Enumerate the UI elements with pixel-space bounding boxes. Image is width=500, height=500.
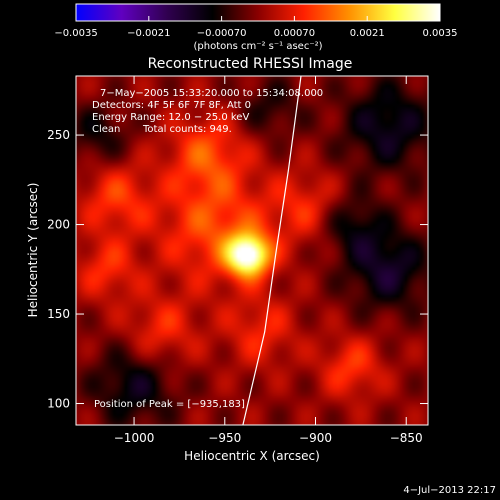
- y-tick-label: 150: [47, 307, 70, 321]
- colorbar: [75, 3, 441, 22]
- axis-ticks: −1000 −950 −900 −850 100 150 200 250: [47, 76, 428, 445]
- colorbar-tick-label: 0.00070: [274, 28, 315, 39]
- colorbar-ticks: −0.0035 −0.0021 −0.00070 0.00070 0.0021 0.003…: [54, 16, 458, 39]
- colorbar-tick-label: −0.0021: [127, 28, 170, 39]
- y-axis-label: Heliocentric Y (arcsec): [26, 183, 40, 318]
- annotation-total-counts: Total counts: 949.: [142, 124, 232, 135]
- x-tick-label: −900: [299, 431, 332, 445]
- annotation-time-range: 7−May−2005 15:33:20.000 to 15:34:08.000: [100, 88, 323, 99]
- render-timestamp: 4−Jul−2013 22:17: [403, 485, 496, 496]
- x-tick-label: −950: [208, 431, 241, 445]
- annotation-detectors: Detectors: 4F 5F 6F 7F 8F, Att 0: [92, 100, 251, 111]
- plot-frame: [75, 75, 429, 426]
- colorbar-tick-label: −0.00070: [197, 28, 247, 39]
- annotation-clean: Clean: [92, 124, 120, 135]
- colorbar-tick-label: 0.0021: [350, 28, 385, 39]
- heatmap-image: [76, 76, 428, 425]
- y-tick-label: 100: [47, 397, 70, 411]
- x-axis-label: Heliocentric X (arcsec): [184, 449, 320, 463]
- chart-title: Reconstructed RHESSI Image: [148, 56, 353, 72]
- x-tick-label: −850: [390, 431, 423, 445]
- peak-position-label: Position of Peak = [−935,183]: [94, 399, 245, 410]
- solar-limb-line: [242, 76, 302, 425]
- colorbar-tick-label: 0.0035: [423, 28, 458, 39]
- colorbar-tick-label: −0.0035: [54, 28, 97, 39]
- x-tick-label: −1000: [114, 431, 155, 445]
- y-tick-label: 200: [47, 218, 70, 232]
- annotation-energy-range: Energy Range: 12.0 − 25.0 keV: [92, 112, 249, 123]
- colorbar-units-label: (photons cm⁻² s⁻¹ asec⁻²): [193, 41, 322, 52]
- y-tick-label: 250: [47, 128, 70, 142]
